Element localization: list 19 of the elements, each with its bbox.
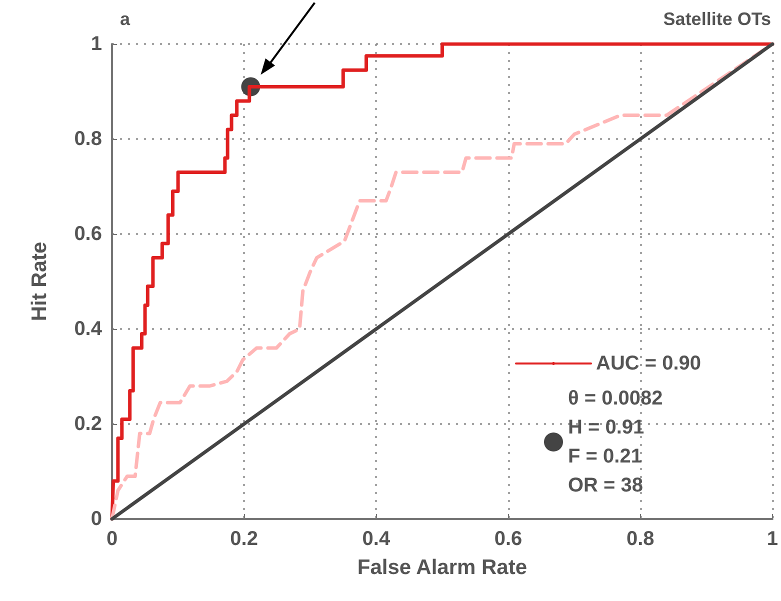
x-tick-label: 0 [106,528,118,550]
text: a [120,9,131,29]
x-tick-label: 0.8 [626,528,654,550]
y-tick-label: 0.6 [74,223,102,245]
chart-title: Satellite OTs [663,9,771,29]
legend-label: θ = 0.0082 H = 0.91 F = 0.21 OR = 38 [568,388,663,496]
y-axis-title: Hit Rate [28,242,51,322]
line-series [110,42,774,521]
legend-label: AUC = 0.90 [596,352,702,374]
y-tick-label: 1 [90,33,102,55]
x-tick-label: 0.6 [494,528,522,550]
x-tick-label: 0.4 [362,528,391,550]
x-axis-title: False Alarm Rate [357,556,528,579]
x-tick-label: 1 [766,528,778,550]
x-tick-label: 0.2 [230,528,258,550]
y-tick-label: 0.4 [74,318,103,340]
y-tick-label: 0 [90,508,102,530]
y-tick-label: 0.8 [74,128,102,150]
y-tick-label: 0.2 [74,413,102,435]
